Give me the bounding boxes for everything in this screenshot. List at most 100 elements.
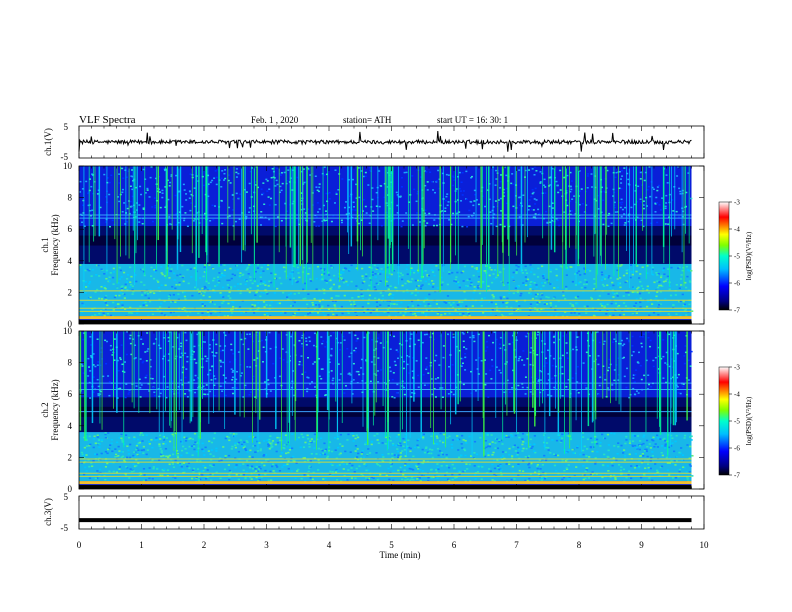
spec-pixel xyxy=(110,438,113,441)
spec-pixel xyxy=(649,467,652,470)
spec-pixel xyxy=(266,268,269,270)
spec-pixel xyxy=(116,303,120,306)
spec-pixel xyxy=(124,283,127,286)
spec-pixel xyxy=(527,314,530,317)
spec-pixel xyxy=(430,378,433,380)
spec-pixel xyxy=(368,294,372,297)
spec-pixel xyxy=(197,479,201,482)
spec-pixel xyxy=(473,440,477,443)
spec-pixel xyxy=(88,381,91,384)
spec-pixel xyxy=(574,307,577,310)
spec-pixel xyxy=(648,477,651,479)
spec-pixel xyxy=(517,265,520,268)
spec-pixel xyxy=(278,277,281,279)
spec-pixel xyxy=(408,355,411,358)
spec-pixel xyxy=(240,445,244,447)
spec-pixel xyxy=(385,382,388,385)
spec-pixel xyxy=(657,273,660,275)
spec-pixel xyxy=(403,464,407,467)
spec-pixel xyxy=(183,295,187,298)
spec-pixel xyxy=(528,462,531,465)
spec-pixel xyxy=(114,306,117,309)
spec-pixel xyxy=(322,269,326,271)
spec-pixel xyxy=(407,439,410,442)
spec-pixel xyxy=(543,365,546,367)
spec-pixel xyxy=(665,194,668,197)
spec-pixel xyxy=(131,169,134,171)
spec-pixel xyxy=(669,294,673,297)
spec-pixel xyxy=(336,446,340,449)
spec-pixel xyxy=(580,286,583,289)
spec-pixel xyxy=(361,380,364,382)
spec-pixel xyxy=(330,288,333,291)
spec-pixel xyxy=(682,385,685,388)
spec-pixel xyxy=(562,335,565,337)
spec-pixel xyxy=(142,207,145,209)
spec-pixel xyxy=(486,346,489,348)
spec-pixel xyxy=(561,433,564,436)
spec-pixel xyxy=(502,191,505,194)
spec-pixel xyxy=(264,216,267,219)
spec-pixel xyxy=(323,272,326,275)
spec-pixel xyxy=(188,460,191,462)
spec-pixel xyxy=(573,308,576,311)
spec-pixel xyxy=(620,444,623,447)
spec-pixel xyxy=(540,476,543,479)
spec-pixel xyxy=(492,297,495,299)
spec-pixel xyxy=(347,433,350,436)
spec-pixel xyxy=(171,453,175,456)
spec-pixel xyxy=(416,285,419,287)
spec-pixel xyxy=(121,370,124,373)
spec-pixel xyxy=(591,473,594,475)
spec-pixel xyxy=(473,286,476,288)
spec-pixel xyxy=(488,443,491,445)
spec-pixel xyxy=(522,194,525,197)
spec-pixel xyxy=(313,308,317,310)
spec-pixel xyxy=(505,174,508,177)
spec-pixel xyxy=(149,377,152,380)
spec-pixel xyxy=(410,396,413,398)
spec-pixel xyxy=(384,442,387,445)
spec-pixel xyxy=(656,221,659,224)
spec-pixel xyxy=(134,274,137,276)
spec-pixel xyxy=(546,394,549,396)
spec-pixel xyxy=(268,188,271,190)
spec-pixel xyxy=(491,294,494,296)
spec-pixel xyxy=(153,292,156,295)
spec-pixel xyxy=(120,301,124,304)
spec-pixel xyxy=(287,298,290,301)
spec-pixel xyxy=(244,448,247,450)
spec-pixel xyxy=(362,175,365,178)
spec-pixel xyxy=(623,454,627,457)
spec-pixel xyxy=(340,219,343,222)
spec-pixel xyxy=(385,474,388,477)
spec-pixel xyxy=(431,280,434,282)
spec-pixel xyxy=(529,473,533,475)
spec-pixel xyxy=(308,443,311,445)
spec-pixel xyxy=(400,225,403,228)
spec-pixel xyxy=(328,361,331,364)
spec-pixel xyxy=(154,204,157,207)
spec-pixel xyxy=(240,443,244,446)
spec-pixel xyxy=(514,356,517,358)
spec-pixel xyxy=(686,275,689,278)
spec-pixel xyxy=(221,274,224,277)
spec-pixel xyxy=(662,339,665,341)
spec-pixel xyxy=(647,291,651,294)
spec-pixel xyxy=(280,172,283,174)
spec-pixel xyxy=(353,349,356,352)
spec-pixel xyxy=(661,197,664,199)
spec-pixel xyxy=(372,309,375,312)
spec-pixel xyxy=(377,463,380,466)
spec-pixel xyxy=(159,191,162,193)
spec-pixel xyxy=(506,282,510,284)
spec-pixel xyxy=(231,273,234,276)
spec-pixel xyxy=(448,435,451,438)
spec-pixel xyxy=(515,271,518,273)
spec-pixel xyxy=(643,179,646,182)
spec-pixel xyxy=(278,302,282,305)
spec-pixel xyxy=(465,170,468,173)
spec-pixel xyxy=(188,190,191,192)
spec-pixel xyxy=(585,308,588,311)
